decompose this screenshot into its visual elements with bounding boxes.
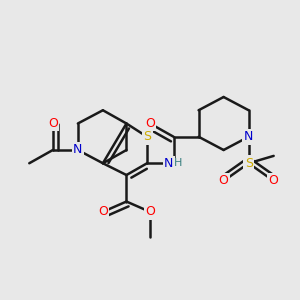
Text: O: O bbox=[145, 205, 155, 218]
Text: N: N bbox=[244, 130, 253, 143]
Text: N: N bbox=[73, 143, 83, 157]
Text: O: O bbox=[145, 117, 155, 130]
Text: O: O bbox=[219, 174, 229, 188]
Text: O: O bbox=[98, 205, 108, 218]
Text: O: O bbox=[269, 174, 279, 188]
Text: H: H bbox=[174, 158, 182, 168]
Text: S: S bbox=[143, 130, 151, 143]
Text: N: N bbox=[164, 157, 174, 170]
Text: O: O bbox=[48, 117, 58, 130]
Text: S: S bbox=[244, 157, 253, 170]
